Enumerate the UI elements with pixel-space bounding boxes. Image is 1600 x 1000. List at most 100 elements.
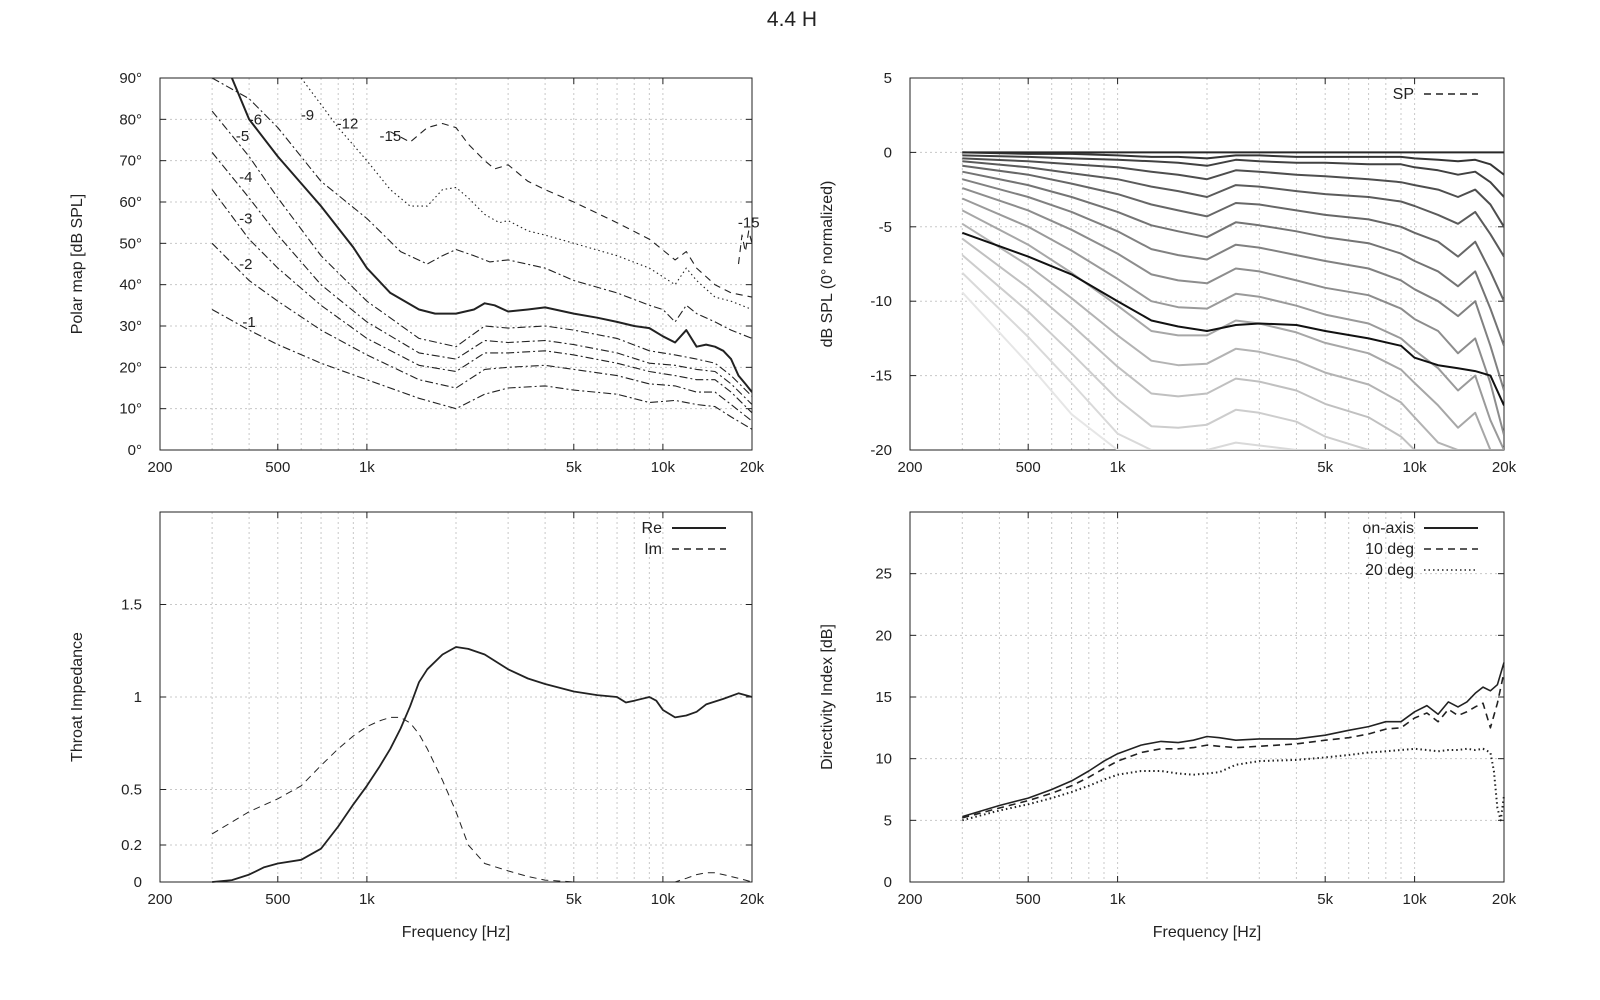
directivity-index-x-tick-label: 200 xyxy=(897,891,922,908)
throat-impedance-x-tick-label: 1k xyxy=(359,891,375,908)
contour-label: -5 xyxy=(236,128,249,145)
polar-map-y-tick-label: 90° xyxy=(119,70,142,87)
normalized-spl-x-tick-label: 10k xyxy=(1403,459,1428,476)
polar-map-contours xyxy=(211,78,752,430)
polar-map-y-tick-label: 30° xyxy=(119,318,142,335)
normalized-spl-panel: 200 500 1k 5k 10k 20k -20 -15 -10 -5 0 5 dB SPL (0° … xyxy=(819,70,1517,476)
sp-curve xyxy=(961,231,1504,406)
directivity-index-y-tick-label: 0 xyxy=(884,874,892,891)
polar-map-y-tick-label: 80° xyxy=(119,111,142,128)
directivity-index-x-tick-label: 5k xyxy=(1317,891,1333,908)
contour-line xyxy=(211,309,752,430)
contour-line xyxy=(211,242,752,422)
polar-map-x-tick-label: 20k xyxy=(740,459,765,476)
directivity-index-x-tick-label: 20k xyxy=(1492,891,1517,908)
directivity-index-y-tick-label: 10 xyxy=(875,751,892,768)
normalized-spl-y-tick-label: -15 xyxy=(870,368,892,385)
throat-impedance-y-tick-label: 0 xyxy=(134,874,142,891)
contour-label: -6 xyxy=(249,111,262,128)
directivity-index-y-tick-label: 20 xyxy=(875,627,892,644)
normalized-spl-y-tick-label: 5 xyxy=(884,70,892,87)
polar-map-y-tick-label: 40° xyxy=(119,277,142,294)
di-curve xyxy=(962,662,1505,818)
polar-map-panel: 200 500 1k 5k 10k 20k 0° 10° 20° 30° 40° 50° 60° 70° 8… xyxy=(69,70,765,476)
directivity-index-panel: 200 500 1k 5k 10k 20k 0 5 10 15 20 25 Directivity In… xyxy=(819,511,1517,941)
throat-impedance-y-tick-label: 0.2 xyxy=(121,837,142,854)
contour-label: -12 xyxy=(337,115,359,132)
contour-line xyxy=(211,189,752,414)
directivity-index-y-tick-label: 5 xyxy=(884,812,892,829)
polar-map-x-tick-label: 1k xyxy=(359,459,375,476)
throat-impedance-y-tick-label: 1.5 xyxy=(121,597,142,614)
normalized-spl-legend-label: SP xyxy=(1393,86,1414,103)
throat-impedance-x-tick-label: 5k xyxy=(566,891,582,908)
normalized-spl-curves xyxy=(961,151,1504,450)
directivity-index-legend-label: 20 deg xyxy=(1365,562,1414,579)
throat-impedance-legend-label: Re xyxy=(642,520,663,537)
angle-curve xyxy=(962,170,1504,347)
di-curve xyxy=(962,747,1505,822)
throat-impedance-x-tick-label: 20k xyxy=(740,891,765,908)
angle-curve xyxy=(961,222,1504,450)
polar-map-y-tick-label: 70° xyxy=(119,153,142,170)
normalized-spl-x-tick-label: 20k xyxy=(1492,459,1517,476)
directivity-index-x-tick-label: 500 xyxy=(1016,891,1041,908)
throat-impedance-y-axis-title: Throat Impedance xyxy=(69,632,86,762)
contour-line xyxy=(230,78,752,393)
polar-map-y-axis-title: Polar map [dB SPL] xyxy=(69,194,86,335)
angle-curve xyxy=(961,187,1504,436)
normalized-spl-y-tick-label: -5 xyxy=(879,219,892,236)
throat-impedance-y-tick-label: 0.5 xyxy=(121,782,142,799)
angle-curve xyxy=(962,154,1504,198)
angle-curve xyxy=(961,237,1504,450)
contour-label: -3 xyxy=(239,211,252,228)
contour-line xyxy=(300,78,752,311)
figure-title: 4.4 H xyxy=(767,8,817,31)
angle-curve xyxy=(962,164,1504,302)
contour-line xyxy=(211,152,752,405)
directivity-index-y-tick-label: 15 xyxy=(875,689,892,706)
angle-curve xyxy=(961,197,1504,450)
normalized-spl-x-tick-label: 5k xyxy=(1317,459,1333,476)
re-curve xyxy=(212,646,753,883)
polar-map-y-tick-label: 10° xyxy=(119,401,142,418)
angle-curve xyxy=(962,178,1504,391)
directivity-index-y-tick-label: 25 xyxy=(875,566,892,583)
throat-impedance-legend-label: Im xyxy=(644,541,662,558)
polar-map-x-tick-label: 5k xyxy=(566,459,582,476)
angle-curve xyxy=(961,254,1504,450)
normalized-spl-y-tick-label: -10 xyxy=(870,293,892,310)
angle-curve xyxy=(962,157,1504,228)
angle-curve xyxy=(962,151,1504,176)
di-curve xyxy=(962,672,1505,819)
normalized-spl-y-tick-label: 0 xyxy=(884,144,892,161)
polar-map-x-tick-label: 200 xyxy=(147,459,172,476)
im-curve xyxy=(211,716,753,883)
polar-map-y-tick-label: 60° xyxy=(119,194,142,211)
angle-curve xyxy=(961,209,1504,450)
throat-impedance-x-tick-label: 200 xyxy=(147,891,172,908)
contour-line xyxy=(211,78,752,339)
contour-label: -15 xyxy=(738,215,760,232)
directivity-index-y-axis-title: Directivity Index [dB] xyxy=(819,624,836,770)
normalized-spl-x-tick-label: 1k xyxy=(1110,459,1126,476)
normalized-spl-x-tick-label: 200 xyxy=(897,459,922,476)
throat-impedance-panel: 200 500 1k 5k 10k 20k 0 0.2 0.5 1 1.5 Throat Impeda… xyxy=(69,511,765,941)
contour-label: -2 xyxy=(239,256,252,273)
polar-map-x-tick-label: 10k xyxy=(651,459,676,476)
polar-map-y-tick-label: 20° xyxy=(119,359,142,376)
contour-line xyxy=(737,230,752,265)
throat-impedance-x-tick-label: 500 xyxy=(265,891,290,908)
contour-label: -1 xyxy=(242,314,255,331)
polar-map-y-tick-label: 50° xyxy=(119,235,142,252)
polar-map-plot-frame xyxy=(159,77,753,451)
normalized-spl-y-axis-title: dB SPL (0° normalized) xyxy=(819,181,836,348)
polar-map-x-tick-label: 500 xyxy=(265,459,290,476)
directivity-index-x-tick-label: 10k xyxy=(1403,891,1428,908)
directivity-index-legend-label: on-axis xyxy=(1362,520,1414,537)
angle-curve xyxy=(961,272,1504,450)
contour-label: -4 xyxy=(239,169,252,186)
contour-label: -9 xyxy=(301,107,314,124)
directivity-index-x-axis-title: Frequency [Hz] xyxy=(1153,924,1261,941)
